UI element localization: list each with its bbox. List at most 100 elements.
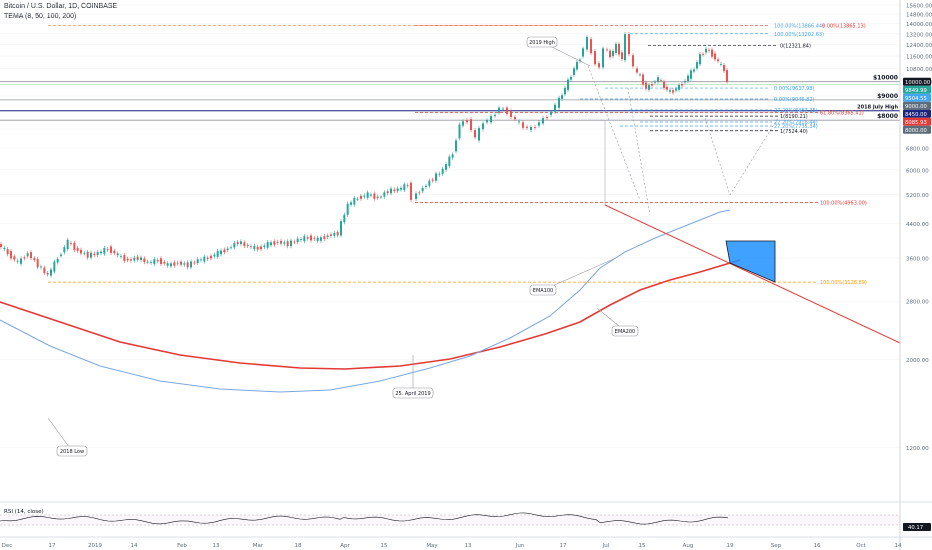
price-label-box — [903, 109, 931, 118]
candle-up — [538, 122, 540, 126]
candle-down — [594, 51, 596, 65]
candle-up — [561, 95, 563, 99]
candle-down — [256, 246, 259, 250]
y-tick-label: 5200.00 — [906, 193, 929, 199]
y-tick-label: 15600.00 — [906, 4, 932, 10]
candle-down — [330, 234, 332, 236]
candle-up — [550, 111, 552, 115]
candle-up — [216, 251, 219, 257]
rsi-value: 40.17 — [908, 525, 923, 531]
callout-box — [392, 387, 434, 399]
candle-down — [210, 255, 212, 259]
candle-up — [396, 188, 399, 192]
candle-up — [554, 104, 556, 112]
candle-up — [657, 77, 659, 82]
time-axis[interactable]: Dec 17 2019 14 Feb 13 Mar 18 Apr 15 May 13 Jun 17 Jul 1… — [0, 536, 932, 549]
candle-down — [681, 84, 683, 86]
candle-up — [50, 269, 52, 276]
price-label-box — [903, 117, 931, 126]
candle-up — [356, 198, 359, 200]
y-tick-label: 2800.00 — [906, 300, 929, 306]
candle-down — [514, 116, 516, 120]
candle-up — [693, 69, 695, 72]
candle-up — [343, 214, 346, 223]
candle-down — [180, 261, 182, 265]
candle-up — [170, 263, 172, 267]
x-tick-label: 15 — [381, 543, 388, 549]
candle-down — [526, 126, 528, 128]
candle-up — [40, 266, 42, 268]
annotations: 2019 High 2018 Low 25. April 2019 EMA100 EMA… — [47, 36, 639, 457]
candle-up — [380, 196, 382, 198]
indicator-title: TEMA (8, 50, 100, 200) — [4, 13, 77, 20]
candle-up — [530, 126, 532, 130]
candle-down — [273, 241, 276, 245]
candle-down — [0, 244, 2, 248]
candle-up — [320, 237, 322, 241]
candle-down — [46, 273, 49, 275]
candle-up — [63, 247, 66, 253]
candle-up — [326, 235, 329, 237]
candle-up — [56, 258, 59, 263]
candle-down — [113, 250, 116, 254]
x-tick-label: Feb — [177, 543, 187, 549]
price-axis[interactable]: 15600.00 14800.00 14000.00 13200.00 12400.00… — [899, 0, 932, 550]
candle-up — [441, 168, 444, 174]
candle-up — [602, 48, 604, 68]
candle-up — [283, 242, 286, 244]
candle-down — [306, 237, 309, 239]
callout-box — [56, 445, 88, 457]
candle-down — [70, 242, 72, 244]
price-label: 9849.99 — [905, 88, 927, 94]
candle-down — [474, 130, 476, 138]
candle-up — [20, 258, 22, 264]
candle-up — [400, 187, 402, 190]
candle-up — [639, 74, 641, 76]
ema200-line — [0, 259, 741, 370]
candle-up — [296, 238, 299, 243]
candles — [0, 32, 728, 278]
y-tick-label: 1200.00 — [906, 446, 929, 452]
y-tick-label: 13200.00 — [906, 32, 932, 38]
candle-down — [143, 258, 146, 263]
candle-up — [246, 245, 249, 247]
candle-down — [645, 82, 647, 89]
support-zone-box — [725, 240, 776, 283]
candle-up — [176, 262, 179, 264]
candle-up — [96, 252, 99, 255]
candle-up — [213, 254, 216, 257]
candle-down — [466, 120, 468, 123]
price-label-box — [903, 101, 931, 110]
callout-text: EMA200 — [615, 329, 635, 335]
y-tick-label: 2000.00 — [906, 358, 929, 364]
candle-down — [6, 249, 9, 255]
candle-down — [236, 242, 239, 244]
candle-up — [290, 240, 292, 247]
y-tick-label: 10800.00 — [906, 67, 932, 73]
projection-dotted-line — [729, 117, 779, 196]
candle-down — [618, 43, 620, 55]
callout-box — [526, 36, 558, 48]
candle-up — [333, 233, 336, 236]
candle-up — [573, 68, 575, 75]
candle-up — [448, 156, 451, 167]
candle-up — [226, 248, 229, 251]
x-tick-label: 17 — [560, 543, 567, 549]
candle-up — [624, 34, 626, 61]
candle-up — [166, 263, 169, 266]
candle-down — [130, 259, 132, 261]
swing-dotted-lines — [587, 65, 731, 216]
x-tick-label: 19 — [727, 543, 734, 549]
x-tick-label: Apr — [340, 543, 350, 549]
x-tick-label: Mar — [253, 543, 264, 549]
horizontal-levels: $10000 $9000 2018 July High $8000 100.00%(13… — [0, 23, 900, 286]
drawings — [587, 65, 901, 344]
x-tick-label: 16 — [814, 543, 821, 549]
candle-up — [678, 85, 680, 90]
candle-up — [66, 239, 69, 250]
candle-up — [3, 248, 6, 250]
candle-up — [53, 261, 56, 272]
candle-up — [690, 70, 692, 79]
candle-down — [628, 34, 630, 55]
